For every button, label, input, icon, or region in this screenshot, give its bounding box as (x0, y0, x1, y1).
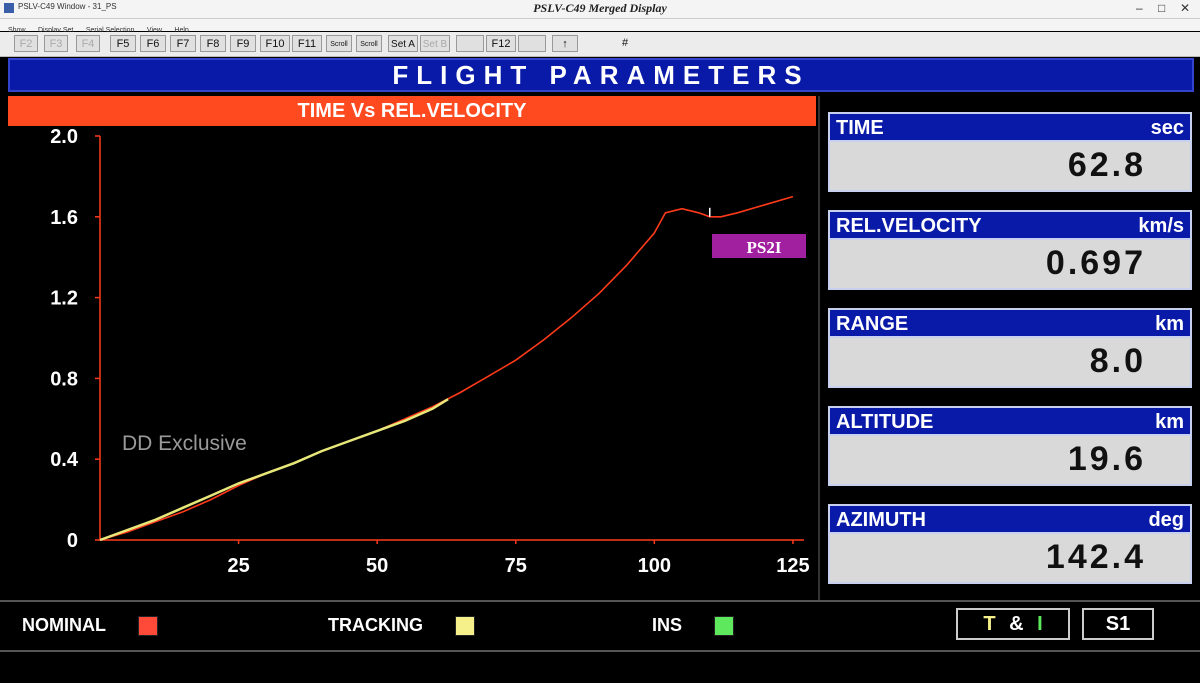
ps2i-marker (712, 234, 806, 258)
f10-button[interactable]: F10 (260, 35, 290, 52)
menu-display-set[interactable]: Display Set (37, 27, 74, 34)
param-range: RANGE km 8.0 (828, 308, 1192, 388)
param-value: 19.6 (828, 436, 1192, 486)
param-label: RANGE (836, 313, 909, 335)
param-unit: km (1155, 411, 1184, 433)
param-unit: deg (1148, 509, 1184, 531)
f3-button[interactable]: F3 (44, 35, 68, 52)
param-label: REL.VELOCITY (836, 215, 982, 237)
param-header: ALTITUDE km (828, 406, 1192, 436)
blank-button-1[interactable] (456, 35, 484, 52)
menu-help[interactable]: Help (174, 27, 189, 34)
bottom-divider (0, 650, 1200, 652)
window-title: PSLV-C49 Window - 31_PS (18, 2, 117, 11)
up-arrow-button[interactable]: ↑ (552, 35, 578, 52)
chart-title: TIME Vs REL.VELOCITY (8, 96, 816, 126)
stage-indicator: S1 (1082, 608, 1154, 640)
and-symbol: & (1009, 613, 1024, 635)
param-unit: km (1155, 313, 1184, 335)
menu-view[interactable]: View (146, 27, 162, 34)
param-label: ALTITUDE (836, 411, 934, 433)
scroll-up-button[interactable]: Scroll (326, 35, 352, 52)
set-a-button[interactable]: Set A (388, 35, 418, 52)
x-tick-label: 125 (776, 555, 809, 577)
parameters-panel: TIME sec 62.8 REL.VELOCITY km/s 0.697 RA… (818, 96, 1200, 600)
param-label: AZIMUTH (836, 509, 926, 531)
maximize-icon[interactable]: □ (1158, 1, 1166, 15)
app-icon (4, 3, 14, 13)
x-tick-label: 25 (227, 555, 249, 577)
legend-tracking: TRACKING (328, 610, 475, 640)
legend-nominal: NOMINAL (22, 610, 158, 640)
x-tick-label: 50 (366, 555, 388, 577)
scroll-down-button[interactable]: Scroll (356, 35, 382, 52)
param-header: AZIMUTH deg (828, 504, 1192, 534)
y-tick-label: 2.0 (50, 126, 78, 148)
legend-label: INS (652, 615, 683, 635)
window-titlebar: PSLV-C49 Window - 31_PS PSLV-C49 Merged … (0, 0, 1200, 19)
y-tick-label: 1.2 (50, 288, 78, 310)
chart-panel: TIME Vs REL.VELOCITY 0 0.4 0.8 1.2 1.6 2.0 25 5… (8, 94, 816, 599)
f9-button[interactable]: F9 (230, 35, 256, 52)
f12-button[interactable]: F12 (486, 35, 516, 52)
ps2i-label: PS2I (747, 238, 782, 257)
param-unit: sec (1150, 117, 1184, 139)
param-azimuth: AZIMUTH deg 142.4 (828, 504, 1192, 584)
f2-button[interactable]: F2 (14, 35, 38, 52)
y-tick-label: 0.4 (50, 449, 79, 471)
f5-button[interactable]: F5 (110, 35, 136, 52)
param-value: 142.4 (828, 534, 1192, 584)
y-tick-label: 0.8 (50, 368, 78, 390)
f7-button[interactable]: F7 (170, 35, 196, 52)
display-title: PSLV-C49 Merged Display (533, 1, 667, 15)
page-title: FLIGHT PARAMETERS (8, 58, 1194, 92)
velocity-chart: 0 0.4 0.8 1.2 1.6 2.0 25 50 75 100 125 DD Exclusiv… (50, 126, 809, 577)
menu-serial-selection[interactable]: Serial Selection (85, 27, 135, 34)
legend-label: TRACKING (328, 615, 423, 635)
t-and-i-indicator: T & I (956, 608, 1070, 640)
legend-swatch-nominal (138, 616, 158, 637)
i-indicator: I (1037, 613, 1043, 635)
y-tick-label: 1.6 (50, 207, 78, 229)
f6-button[interactable]: F6 (140, 35, 166, 52)
series-line-tracking (99, 398, 449, 542)
param-time: TIME sec 62.8 (828, 112, 1192, 192)
param-value: 62.8 (828, 142, 1192, 192)
set-b-button[interactable]: Set B (420, 35, 450, 52)
hash-button[interactable]: # (621, 37, 629, 49)
param-value: 8.0 (828, 338, 1192, 388)
blank-button-2[interactable] (518, 35, 546, 52)
t-indicator: T (983, 613, 996, 635)
minimize-icon[interactable]: – (1136, 1, 1143, 15)
param-header: TIME sec (828, 112, 1192, 142)
y-tick-label: 0 (67, 530, 78, 552)
f4-button[interactable]: F4 (76, 35, 100, 52)
param-rel-velocity: REL.VELOCITY km/s 0.697 (828, 210, 1192, 290)
chart-watermark: DD Exclusive (122, 432, 247, 455)
footer-divider (0, 600, 1200, 602)
x-tick-label: 75 (505, 555, 527, 577)
toolbar: F2 F3 F4 F5 F6 F7 F8 F9 F10 F11 Scroll S… (0, 32, 1200, 57)
legend-swatch-tracking (455, 616, 475, 637)
close-icon[interactable]: ✕ (1180, 1, 1191, 15)
series-line-nominal (99, 195, 794, 541)
param-label: TIME (836, 117, 884, 139)
legend-swatch-ins (714, 616, 735, 637)
f8-button[interactable]: F8 (200, 35, 226, 52)
param-header: RANGE km (828, 308, 1192, 338)
param-unit: km/s (1138, 215, 1184, 237)
legend-label: NOMINAL (22, 615, 106, 635)
legend-ins: INS (652, 610, 735, 640)
menu-bar: Show Display Set Serial Selection View H… (0, 19, 1200, 34)
param-altitude: ALTITUDE km 19.6 (828, 406, 1192, 486)
menu-show[interactable]: Show (8, 27, 26, 34)
x-tick-label: 100 (638, 555, 671, 577)
param-value: 0.697 (828, 240, 1192, 290)
param-header: REL.VELOCITY km/s (828, 210, 1192, 240)
f11-button[interactable]: F11 (292, 35, 322, 52)
